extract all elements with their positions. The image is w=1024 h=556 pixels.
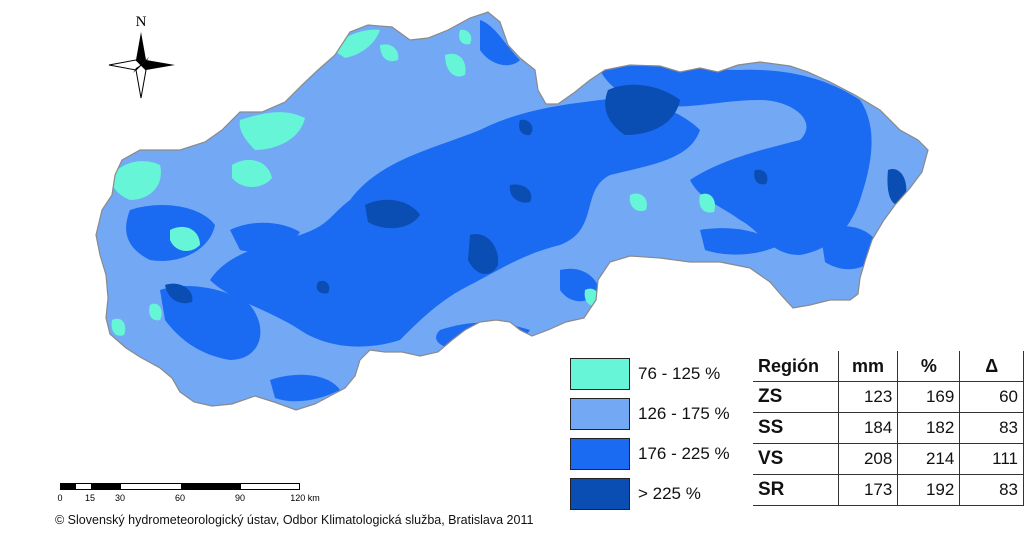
zone-76-125 (699, 193, 716, 213)
table-row: SR 173 192 83 (753, 474, 1024, 506)
region-percent: 192 (897, 474, 961, 506)
zone-over-225 (754, 169, 768, 185)
zone-over-225 (365, 199, 420, 229)
region-delta: 83 (959, 412, 1024, 444)
legend-label: > 225 % (638, 484, 701, 503)
region-percent: 214 (897, 443, 961, 475)
copyright-text: © Slovenský hydrometeorologický ústav, O… (55, 513, 534, 527)
region-name: SS (753, 412, 839, 444)
zone-76-125 (380, 44, 399, 62)
zone-over-225 (316, 280, 330, 294)
zone-76-125 (330, 29, 380, 58)
scale-tick: 0 (57, 493, 63, 503)
zone-176-225 (700, 228, 780, 255)
region-mm: 184 (837, 412, 899, 444)
zone-76-125 (149, 303, 162, 321)
zone-76-125 (239, 112, 305, 150)
scale-bar: 0 15 30 60 90 120 km (57, 483, 320, 513)
header-delta: Δ (959, 351, 1024, 382)
header-region: Región (753, 351, 839, 382)
region-delta: 60 (959, 381, 1024, 413)
zone-76-125 (170, 226, 200, 252)
region-name: ZS (753, 381, 839, 413)
legend-swatch (570, 398, 630, 430)
region-percent: 182 (897, 412, 961, 444)
table-row: VS 208 214 111 (753, 443, 1024, 475)
region-statistics-table: Región mm % Δ ZS 123 169 60 SS 184 182 8… (753, 351, 1024, 506)
region-delta: 83 (959, 474, 1024, 506)
legend-label: 176 - 225 % (638, 444, 730, 463)
legend-item-176-225: 176 - 225 % (570, 438, 770, 472)
zone-176-225 (480, 20, 520, 66)
scale-bar-line (60, 483, 300, 490)
scale-tick: 30 (114, 493, 126, 503)
precipitation-zones (96, 12, 928, 410)
zone-over-225 (509, 184, 532, 203)
legend-item-126-175: 126 - 175 % (570, 398, 770, 432)
zone-over-225 (605, 84, 680, 135)
zone-over-225 (165, 283, 193, 304)
zone-176-225 (160, 285, 261, 360)
scale-tick: 90 (234, 493, 246, 503)
zone-76-125 (459, 29, 472, 45)
legend-swatch (570, 478, 630, 510)
table-header-row: Región mm % Δ (753, 351, 1024, 382)
scale-tick: 15 (84, 493, 96, 503)
legend-item-76-125: 76 - 125 % (570, 358, 770, 392)
region-delta: 111 (959, 443, 1024, 475)
region-name: VS (753, 443, 839, 475)
legend-label: 76 - 125 % (638, 364, 721, 383)
zone-76-125 (232, 159, 272, 187)
zone-76-125 (111, 318, 126, 336)
legend-swatch (570, 358, 630, 390)
legend-swatch (570, 438, 630, 470)
zone-76-125 (445, 53, 466, 77)
legend-label: 126 - 175 % (638, 404, 730, 423)
zone-over-225 (468, 234, 499, 275)
zone-over-225 (519, 119, 533, 136)
north-arrow: N (103, 10, 179, 105)
zone-76-125 (111, 161, 161, 200)
region-mm: 208 (837, 443, 899, 475)
table-row: ZS 123 169 60 (753, 381, 1024, 413)
region-mm: 123 (837, 381, 899, 413)
legend-item-over-225: > 225 % (570, 478, 770, 512)
header-percent: % (897, 351, 961, 382)
region-mm: 173 (837, 474, 899, 506)
compass-rose-icon: N (108, 14, 175, 99)
zone-76-125 (629, 193, 647, 212)
header-mm: mm (837, 351, 899, 382)
scale-tick: 60 (174, 493, 186, 503)
table-row: SS 184 182 83 (753, 412, 1024, 444)
zone-over-225 (887, 169, 907, 205)
scale-tick: 120 km (290, 493, 320, 503)
region-name: SR (753, 474, 839, 506)
region-percent: 169 (897, 381, 961, 413)
zone-176-225 (230, 222, 300, 252)
zone-176-225 (820, 226, 880, 270)
north-label: N (136, 14, 147, 30)
zone-176-225 (600, 65, 872, 255)
zone-176-225 (270, 374, 340, 402)
